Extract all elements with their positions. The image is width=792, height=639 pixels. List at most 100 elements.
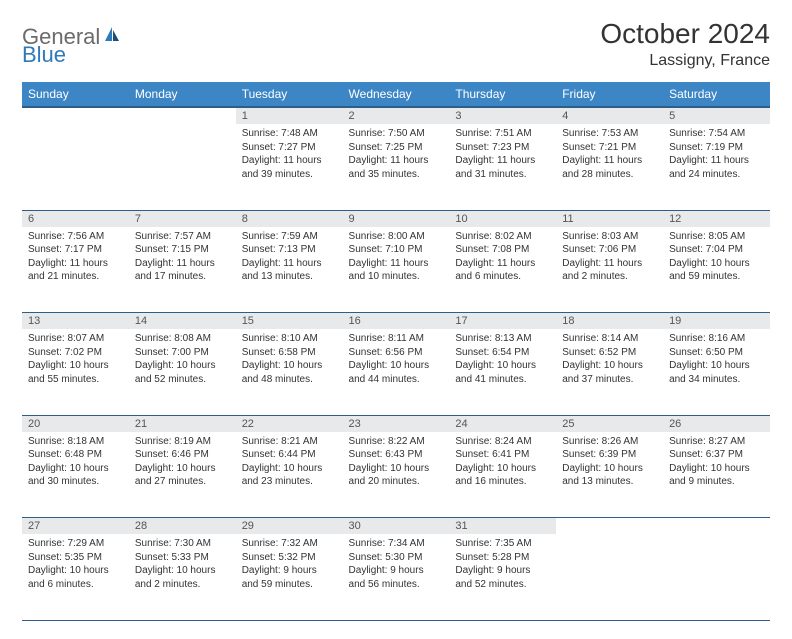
day-cell: Sunrise: 8:14 AMSunset: 6:52 PMDaylight:… xyxy=(556,329,663,415)
day-number: 2 xyxy=(343,107,450,124)
col-thursday: Thursday xyxy=(449,82,556,107)
day-number: 24 xyxy=(449,415,556,432)
day2-text: and 17 minutes. xyxy=(135,270,230,284)
daynum-row: 20212223242526 xyxy=(22,415,770,432)
day1-text: Daylight: 11 hours xyxy=(669,154,764,168)
sunset-text: Sunset: 7:23 PM xyxy=(455,141,550,155)
sunrise-text: Sunrise: 7:30 AM xyxy=(135,537,230,551)
day-cell-content: Sunrise: 8:21 AMSunset: 6:44 PMDaylight:… xyxy=(236,432,343,494)
day-number: 5 xyxy=(663,107,770,124)
day1-text: Daylight: 9 hours xyxy=(349,564,444,578)
sunrise-text: Sunrise: 7:57 AM xyxy=(135,230,230,244)
day-cell xyxy=(129,124,236,210)
sunrise-text: Sunrise: 8:26 AM xyxy=(562,435,657,449)
day-cell: Sunrise: 8:00 AMSunset: 7:10 PMDaylight:… xyxy=(343,227,450,313)
day-cell: Sunrise: 7:48 AMSunset: 7:27 PMDaylight:… xyxy=(236,124,343,210)
day1-text: Daylight: 10 hours xyxy=(562,359,657,373)
sunrise-text: Sunrise: 8:19 AM xyxy=(135,435,230,449)
sunrise-text: Sunrise: 7:32 AM xyxy=(242,537,337,551)
day1-text: Daylight: 10 hours xyxy=(135,462,230,476)
day2-text: and 55 minutes. xyxy=(28,373,123,387)
day-number: 11 xyxy=(556,210,663,227)
day-cell: Sunrise: 8:21 AMSunset: 6:44 PMDaylight:… xyxy=(236,432,343,518)
day2-text: and 13 minutes. xyxy=(562,475,657,489)
sunrise-text: Sunrise: 8:07 AM xyxy=(28,332,123,346)
sunrise-text: Sunrise: 8:16 AM xyxy=(669,332,764,346)
day-cell-content: Sunrise: 8:18 AMSunset: 6:48 PMDaylight:… xyxy=(22,432,129,494)
day-number: 17 xyxy=(449,313,556,330)
day-cell-content: Sunrise: 7:53 AMSunset: 7:21 PMDaylight:… xyxy=(556,124,663,186)
day1-text: Daylight: 11 hours xyxy=(349,154,444,168)
sunset-text: Sunset: 6:48 PM xyxy=(28,448,123,462)
day-cell-content: Sunrise: 7:59 AMSunset: 7:13 PMDaylight:… xyxy=(236,227,343,289)
sunset-text: Sunset: 6:43 PM xyxy=(349,448,444,462)
week-row: Sunrise: 8:07 AMSunset: 7:02 PMDaylight:… xyxy=(22,329,770,415)
sunrise-text: Sunrise: 8:03 AM xyxy=(562,230,657,244)
sunrise-text: Sunrise: 7:51 AM xyxy=(455,127,550,141)
daynum-row: 6789101112 xyxy=(22,210,770,227)
sunrise-text: Sunrise: 7:50 AM xyxy=(349,127,444,141)
day-number: 20 xyxy=(22,415,129,432)
day-cell: Sunrise: 7:50 AMSunset: 7:25 PMDaylight:… xyxy=(343,124,450,210)
day-number: 6 xyxy=(22,210,129,227)
day-cell: Sunrise: 7:53 AMSunset: 7:21 PMDaylight:… xyxy=(556,124,663,210)
day1-text: Daylight: 11 hours xyxy=(242,154,337,168)
day2-text: and 6 minutes. xyxy=(455,270,550,284)
day1-text: Daylight: 9 hours xyxy=(455,564,550,578)
day-number: 27 xyxy=(22,518,129,535)
day-cell: Sunrise: 8:16 AMSunset: 6:50 PMDaylight:… xyxy=(663,329,770,415)
day-cell-content: Sunrise: 8:19 AMSunset: 6:46 PMDaylight:… xyxy=(129,432,236,494)
sunset-text: Sunset: 7:08 PM xyxy=(455,243,550,257)
sunset-text: Sunset: 6:52 PM xyxy=(562,346,657,360)
sunset-text: Sunset: 6:54 PM xyxy=(455,346,550,360)
day-number: 28 xyxy=(129,518,236,535)
sunrise-text: Sunrise: 8:05 AM xyxy=(669,230,764,244)
sunset-text: Sunset: 7:13 PM xyxy=(242,243,337,257)
day-cell: Sunrise: 8:22 AMSunset: 6:43 PMDaylight:… xyxy=(343,432,450,518)
day-number: 1 xyxy=(236,107,343,124)
day-number: 16 xyxy=(343,313,450,330)
day-cell: Sunrise: 8:11 AMSunset: 6:56 PMDaylight:… xyxy=(343,329,450,415)
day-number: 25 xyxy=(556,415,663,432)
day-cell-content: Sunrise: 8:27 AMSunset: 6:37 PMDaylight:… xyxy=(663,432,770,494)
day-number: 9 xyxy=(343,210,450,227)
day1-text: Daylight: 11 hours xyxy=(28,257,123,271)
day-cell-content: Sunrise: 7:57 AMSunset: 7:15 PMDaylight:… xyxy=(129,227,236,289)
daynum-row: 13141516171819 xyxy=(22,313,770,330)
day-number: 4 xyxy=(556,107,663,124)
day-cell: Sunrise: 7:51 AMSunset: 7:23 PMDaylight:… xyxy=(449,124,556,210)
day-cell-content: Sunrise: 7:34 AMSunset: 5:30 PMDaylight:… xyxy=(343,534,450,596)
sunset-text: Sunset: 6:41 PM xyxy=(455,448,550,462)
month-title: October 2024 xyxy=(600,18,770,50)
day-cell: Sunrise: 7:32 AMSunset: 5:32 PMDaylight:… xyxy=(236,534,343,620)
day-cell-content: Sunrise: 8:13 AMSunset: 6:54 PMDaylight:… xyxy=(449,329,556,391)
day-cell: Sunrise: 7:59 AMSunset: 7:13 PMDaylight:… xyxy=(236,227,343,313)
title-block: October 2024 Lassigny, France xyxy=(600,18,770,70)
day1-text: Daylight: 10 hours xyxy=(455,359,550,373)
day-number: 15 xyxy=(236,313,343,330)
day2-text: and 9 minutes. xyxy=(669,475,764,489)
day-cell-content: Sunrise: 8:26 AMSunset: 6:39 PMDaylight:… xyxy=(556,432,663,494)
day1-text: Daylight: 11 hours xyxy=(562,257,657,271)
day-cell-content: Sunrise: 7:56 AMSunset: 7:17 PMDaylight:… xyxy=(22,227,129,289)
day-number: 30 xyxy=(343,518,450,535)
col-saturday: Saturday xyxy=(663,82,770,107)
sunset-text: Sunset: 7:06 PM xyxy=(562,243,657,257)
day1-text: Daylight: 10 hours xyxy=(455,462,550,476)
day2-text: and 23 minutes. xyxy=(242,475,337,489)
sunrise-text: Sunrise: 8:22 AM xyxy=(349,435,444,449)
day2-text: and 48 minutes. xyxy=(242,373,337,387)
day-number: 23 xyxy=(343,415,450,432)
sunset-text: Sunset: 6:56 PM xyxy=(349,346,444,360)
day-number: 8 xyxy=(236,210,343,227)
sunrise-text: Sunrise: 8:08 AM xyxy=(135,332,230,346)
day-cell-content: Sunrise: 7:35 AMSunset: 5:28 PMDaylight:… xyxy=(449,534,556,596)
day1-text: Daylight: 11 hours xyxy=(455,257,550,271)
sunrise-text: Sunrise: 7:54 AM xyxy=(669,127,764,141)
day-cell-content: Sunrise: 7:51 AMSunset: 7:23 PMDaylight:… xyxy=(449,124,556,186)
day1-text: Daylight: 10 hours xyxy=(349,462,444,476)
day-number: 7 xyxy=(129,210,236,227)
sunset-text: Sunset: 7:00 PM xyxy=(135,346,230,360)
day-cell xyxy=(663,534,770,620)
sunset-text: Sunset: 7:04 PM xyxy=(669,243,764,257)
